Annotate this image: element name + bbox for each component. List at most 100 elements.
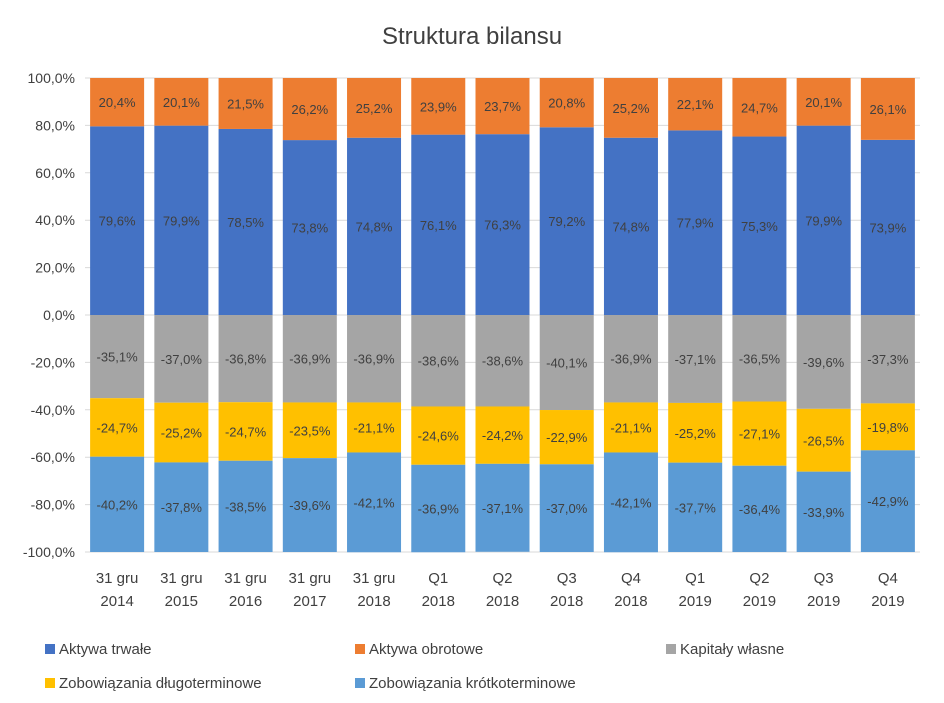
data-label: -36,9% (610, 352, 652, 367)
bar-segment (154, 315, 209, 403)
data-label: 25,2% (356, 101, 393, 116)
bar-segment (603, 452, 658, 553)
bar-segment (475, 406, 530, 464)
bar-segment (796, 408, 851, 472)
bar-segment (539, 78, 594, 128)
bar-segment (218, 78, 273, 129)
bar-segment (475, 315, 530, 407)
legend-item: Zobowiązania długoterminowe (45, 675, 262, 692)
bars (90, 78, 915, 553)
data-label: -24,7% (97, 420, 139, 435)
legend-item: Zobowiązania krótkoterminowe (355, 675, 576, 692)
bar-segment (90, 78, 145, 127)
bar-segment (411, 464, 466, 553)
legend-item: Kapitały własne (666, 641, 784, 658)
data-label: -21,1% (610, 420, 652, 435)
bar-segment (860, 78, 915, 140)
data-label: 79,9% (163, 213, 200, 228)
x-category-label: 2018 (486, 593, 519, 610)
data-label: -37,0% (546, 501, 588, 516)
legend-item: Aktywa trwałe (45, 641, 152, 658)
bar-segment (347, 452, 402, 553)
bar-segment (732, 78, 787, 137)
legend-label: Kapitały własne (680, 641, 784, 658)
bar-segment (539, 410, 594, 465)
data-label: 26,2% (291, 102, 328, 117)
y-tick-label: 100,0% (28, 70, 75, 86)
x-category-label: Q1 (428, 570, 448, 587)
bar-segment (539, 464, 594, 552)
data-label: 76,1% (420, 218, 457, 233)
bar-segment (218, 402, 273, 461)
data-label: 22,1% (677, 97, 714, 112)
x-category-label: Q2 (492, 570, 512, 587)
data-label: 21,5% (227, 96, 264, 111)
bar-segment (732, 401, 787, 466)
y-tick-label: -100,0% (23, 544, 75, 560)
legend-label: Aktywa obrotowe (369, 641, 483, 658)
bar-segment (154, 78, 209, 126)
bar-segment (668, 78, 723, 131)
x-category-label: Q1 (685, 570, 705, 587)
y-tick-label: -40,0% (31, 402, 75, 418)
bar-segment (860, 139, 915, 315)
x-category-label: 31 gru (289, 570, 332, 587)
bar-segment (411, 78, 466, 135)
data-label: 79,9% (805, 213, 842, 228)
bar-segment (282, 402, 337, 459)
data-label: 78,5% (227, 215, 264, 230)
data-label: -27,1% (739, 427, 781, 442)
y-axis-tick-labels: 100,0% 80,0% 60,0% 40,0% 20,0% 0,0% -20,0% -40,… (23, 70, 75, 560)
legend-label: Zobowiązania długoterminowe (59, 675, 262, 692)
bar-segment (475, 463, 530, 552)
data-label: 20,1% (805, 95, 842, 110)
data-label: -21,1% (353, 420, 395, 435)
data-label: 74,8% (356, 219, 393, 234)
data-label: 79,6% (99, 214, 136, 229)
bar-segment (154, 462, 209, 552)
bar-segment (90, 456, 145, 552)
bar-segment (90, 315, 145, 399)
data-label: -36,5% (739, 351, 781, 366)
legend-swatch (666, 644, 676, 654)
data-label: 74,8% (613, 219, 650, 234)
bar-segment (668, 462, 723, 552)
legend-swatch (355, 644, 365, 654)
legend-swatch (45, 644, 55, 654)
legend-label: Zobowiązania krótkoterminowe (369, 675, 576, 692)
x-category-label: 31 gru (96, 570, 139, 587)
bar-segment (347, 78, 402, 138)
y-tick-label: 20,0% (35, 260, 75, 276)
x-category-label: Q4 (621, 570, 641, 587)
chart-title: Struktura bilansu (382, 23, 562, 50)
data-label: 20,1% (163, 95, 200, 110)
data-label: -38,6% (482, 354, 524, 369)
data-label: -42,9% (867, 494, 909, 509)
data-label: 76,3% (484, 218, 521, 233)
data-label: 23,7% (484, 99, 521, 114)
bar-segment (732, 315, 787, 402)
data-label: -37,3% (867, 352, 909, 367)
data-label: -42,1% (610, 495, 652, 510)
x-category-label: Q4 (878, 570, 898, 587)
bar-segment (218, 315, 273, 403)
data-label: -19,8% (867, 420, 909, 435)
bar-segment (90, 398, 145, 457)
data-label: -37,1% (482, 501, 524, 516)
legend-swatch (355, 678, 365, 688)
bar-segment (282, 458, 337, 552)
x-category-label: 2014 (100, 593, 133, 610)
data-label: -38,6% (418, 354, 460, 369)
data-label: -36,9% (418, 502, 460, 517)
bar-segment (475, 134, 530, 315)
x-category-label: 31 gru (160, 570, 203, 587)
data-label: -36,9% (353, 352, 395, 367)
bar-segment (218, 460, 273, 552)
x-category-label: 2019 (743, 593, 776, 610)
data-label: -37,7% (675, 500, 717, 515)
bar-segment (796, 125, 851, 316)
data-label: -23,5% (289, 423, 331, 438)
x-category-label: 2016 (229, 593, 262, 610)
bar-segment (603, 315, 658, 403)
